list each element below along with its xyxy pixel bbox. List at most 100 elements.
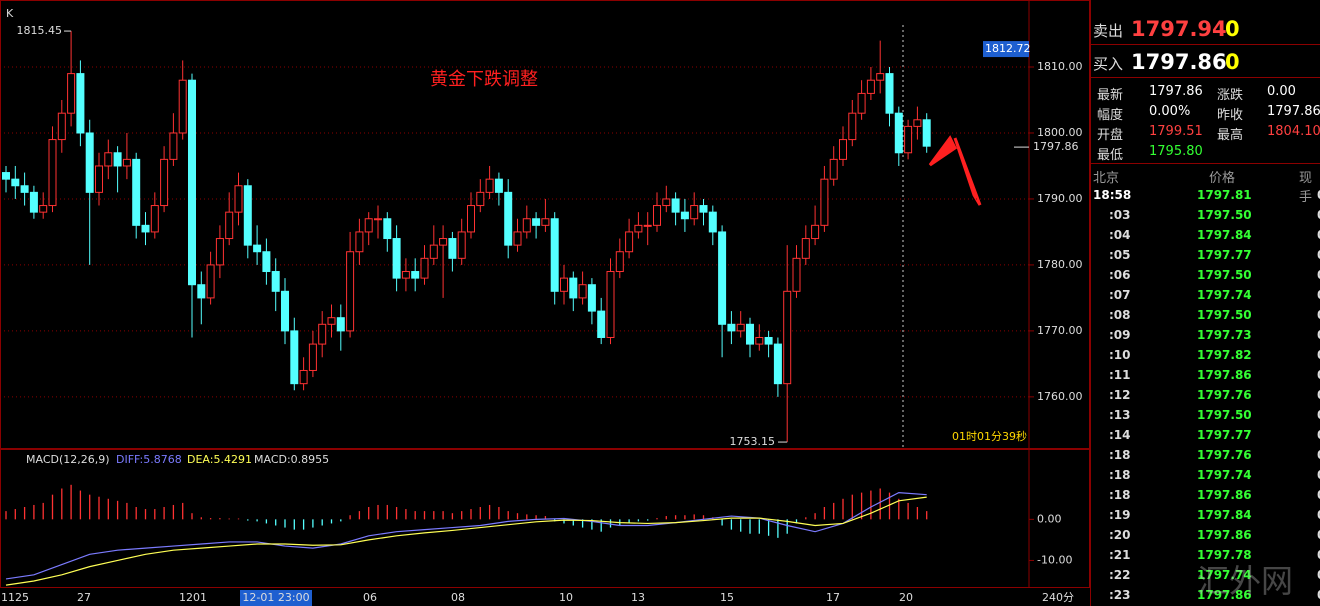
chart: K 黄金下跌调整 01时01分39秒 MACD(12,26,9) DIFF:5.… bbox=[0, 0, 1090, 606]
last-price-label: 1797.86 bbox=[1033, 140, 1079, 153]
divider bbox=[1091, 163, 1320, 164]
tick-cell: 1797.86 bbox=[1197, 488, 1252, 502]
stat: 最新 bbox=[1097, 88, 1124, 103]
candle-body bbox=[680, 211, 689, 220]
candle-body bbox=[11, 178, 20, 187]
candle-body bbox=[253, 244, 262, 253]
tick-cell: 1797.81 bbox=[1197, 188, 1252, 202]
candle-body bbox=[122, 158, 131, 167]
high-label: 1815.45 bbox=[17, 24, 63, 37]
candle-body bbox=[383, 218, 392, 240]
candle-body bbox=[346, 251, 355, 332]
candle-body bbox=[308, 343, 317, 371]
low-label: 1753.15 bbox=[730, 435, 776, 448]
candle-body bbox=[467, 205, 475, 233]
candle-body bbox=[699, 205, 708, 213]
watermark: 汇外网 bbox=[1197, 562, 1294, 600]
candle-body bbox=[420, 257, 429, 279]
tick-cell: :23 bbox=[1109, 588, 1131, 602]
candle-body bbox=[922, 119, 931, 147]
candle-body bbox=[132, 158, 141, 226]
tick-cell: 1797.86 bbox=[1197, 528, 1252, 542]
tick-cell: 1797.76 bbox=[1197, 388, 1252, 402]
tick-cell: :12 bbox=[1109, 388, 1131, 402]
tick-cell: :09 bbox=[1109, 328, 1131, 342]
candle-body bbox=[95, 165, 103, 193]
ticks-header: 价格 bbox=[1209, 171, 1236, 186]
price-box-label: 1812.72 bbox=[985, 42, 1031, 55]
candle-body bbox=[513, 231, 522, 246]
divider bbox=[1091, 44, 1320, 45]
x-tick-label: 17 bbox=[826, 591, 840, 604]
candle-body bbox=[364, 218, 373, 233]
candle-body bbox=[39, 205, 48, 213]
tick-cell: :10 bbox=[1109, 348, 1131, 362]
tick-cell: 0 bbox=[1317, 588, 1320, 602]
tick-cell: 0 bbox=[1317, 208, 1320, 222]
sell-label: 卖出 bbox=[1093, 22, 1124, 40]
candle-body bbox=[448, 238, 457, 259]
candle-body bbox=[718, 231, 727, 325]
candle-body bbox=[429, 244, 438, 259]
candle-body bbox=[829, 158, 838, 180]
x-tick-label: 10 bbox=[559, 591, 573, 604]
x-tick-label: 240分 bbox=[1042, 591, 1074, 604]
x-tick-label: 1125 bbox=[1, 591, 29, 604]
candle-body bbox=[2, 172, 10, 180]
stat: 1804.10 bbox=[1267, 124, 1320, 139]
candle-body bbox=[262, 251, 271, 273]
candle-body bbox=[374, 218, 382, 221]
candle-body bbox=[904, 125, 913, 154]
candle-body bbox=[690, 205, 699, 220]
candle-body bbox=[20, 185, 29, 193]
tick-cell: 1797.84 bbox=[1197, 508, 1252, 522]
x-tick-label: 15 bbox=[720, 591, 734, 604]
corner-label: K bbox=[6, 7, 14, 20]
x-tick-label: 12-01 23:00 bbox=[242, 591, 309, 604]
candle-body bbox=[764, 336, 773, 345]
stat: 0.00% bbox=[1149, 104, 1191, 119]
tick-cell: 0 bbox=[1317, 508, 1320, 522]
x-label-box bbox=[240, 590, 312, 606]
tick-cell: :22 bbox=[1109, 568, 1131, 582]
tick-cell: 0 bbox=[1317, 308, 1320, 322]
tick-cell: :05 bbox=[1109, 248, 1131, 262]
stat: 1795.80 bbox=[1149, 144, 1203, 159]
candle-body bbox=[392, 238, 401, 279]
tick-cell: 1797.86 bbox=[1197, 368, 1252, 382]
tick-cell: 0 bbox=[1317, 488, 1320, 502]
tick-cell: 1797.77 bbox=[1197, 248, 1252, 262]
tick-cell: 0 bbox=[1317, 468, 1320, 482]
stat: 开盘 bbox=[1097, 128, 1124, 143]
macd-label: MACD:0.8955 bbox=[254, 453, 329, 466]
dea-label: DEA:5.4291 bbox=[187, 453, 252, 466]
candle-body bbox=[811, 224, 820, 240]
candle-body bbox=[411, 271, 420, 279]
stat: 最高 bbox=[1217, 128, 1244, 143]
candle-body bbox=[653, 205, 661, 226]
tick-cell: 0 bbox=[1317, 368, 1320, 382]
y-tick-label: 1760.00 bbox=[1037, 390, 1083, 403]
candle-body bbox=[597, 310, 606, 338]
tick-cell: 0 bbox=[1317, 268, 1320, 282]
tick-cell: 0 bbox=[1317, 228, 1320, 242]
tick-cell: :21 bbox=[1109, 548, 1131, 562]
tick-cell: 0 bbox=[1317, 288, 1320, 302]
candle-body bbox=[839, 139, 847, 160]
stat: 0.00 bbox=[1267, 84, 1296, 99]
candle-body bbox=[141, 224, 150, 233]
price-panel bbox=[0, 0, 1090, 449]
y-tick-label: 1800.00 bbox=[1037, 126, 1083, 139]
candle-body bbox=[318, 323, 327, 345]
y-tick-label: 0.00 bbox=[1037, 512, 1062, 525]
dea-line bbox=[5, 496, 927, 586]
candle-body bbox=[439, 238, 448, 246]
candle-body bbox=[773, 343, 782, 385]
tick-cell: 1797.50 bbox=[1197, 268, 1252, 282]
tick-cell: :03 bbox=[1109, 208, 1131, 222]
candle-body bbox=[615, 251, 624, 273]
tick-cell: 1797.76 bbox=[1197, 448, 1252, 462]
candle-body bbox=[150, 205, 159, 233]
x-tick-label: 20 bbox=[899, 591, 913, 604]
